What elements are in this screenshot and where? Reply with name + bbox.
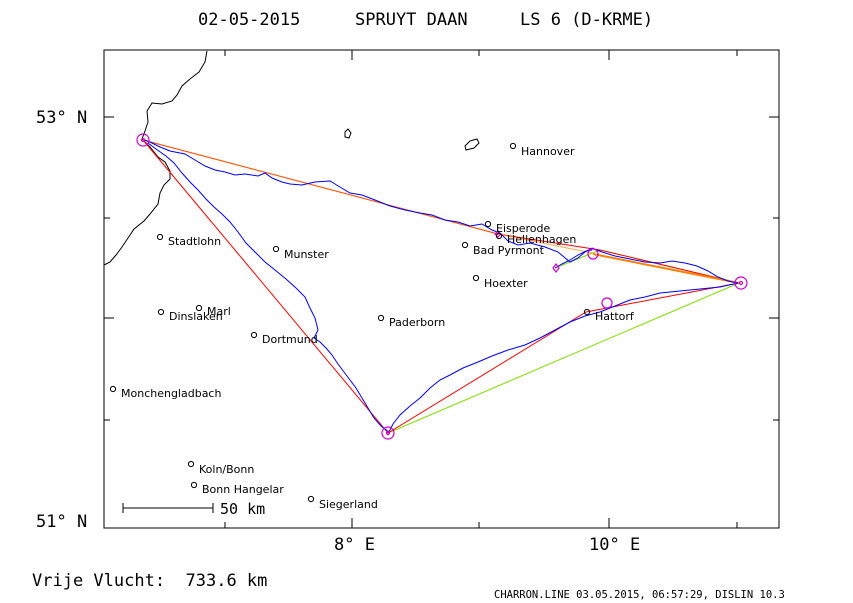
map-frame <box>103 49 780 529</box>
footer-credit: CHARRON.LINE 03.05.2015, 06:57:29, DISLI… <box>494 589 785 601</box>
gps-trace <box>144 139 739 433</box>
turnpoint-start <box>136 133 150 147</box>
final-leg-line <box>592 253 740 284</box>
task-line <box>142 139 740 434</box>
city-label: Monchengladbach <box>121 387 221 400</box>
border-line <box>103 50 208 266</box>
city-hannover: Hannover <box>509 142 575 158</box>
city-label: Hannover <box>521 145 575 158</box>
lon-label-10: 10° E <box>589 535 640 555</box>
city-label: Marl <box>207 305 231 318</box>
lon-label-8: 8° E <box>334 535 375 555</box>
alt-task-line <box>387 249 741 434</box>
city-label: Dortmund <box>262 333 318 346</box>
flight-distance: Vrije Vlucht: 733.6 km <box>32 571 267 591</box>
scale-bar: 50 km <box>122 500 265 518</box>
city-label: Dinslaken <box>169 310 223 323</box>
glider-name: LS 6 (D-KRME) <box>520 10 653 30</box>
city-hattorf: Hattorf <box>583 308 635 323</box>
city-eisperode: Eisperode <box>484 220 550 235</box>
gps-trace-end <box>554 249 593 269</box>
city-paderborn: Paderborn <box>377 314 445 329</box>
axis-ticks <box>104 50 779 528</box>
turnpoint-east-center <box>738 280 744 286</box>
task-diamond-1 <box>494 230 502 238</box>
city-siegerland: Siegerland <box>307 495 378 511</box>
turnpoint-north <box>587 248 599 260</box>
city-label: Munster <box>284 248 329 261</box>
lake-dummer <box>344 128 352 139</box>
city-label: Eisperode <box>496 222 550 235</box>
city-dortmund: Dortmund <box>250 331 318 346</box>
city-label: Hattorf <box>595 310 635 323</box>
turnpoint-hattorf <box>601 297 613 309</box>
city-label: Bad Pyrmont <box>473 244 545 257</box>
city-label: Hellenhagen <box>507 233 576 246</box>
turnpoint-south-center <box>385 430 391 436</box>
city-munster: Munster <box>272 245 329 261</box>
turnpoint-south <box>381 426 395 440</box>
scale-bar-label: 50 km <box>220 500 265 518</box>
city-label: Paderborn <box>389 316 445 329</box>
city-hellenhagen: Hellenhagen <box>495 232 576 246</box>
city-dinslaken: Dinslaken <box>157 308 223 323</box>
city-marl: Marl <box>195 304 231 318</box>
city-koln-bonn: Koln/Bonn <box>187 460 254 476</box>
lat-label-51: 51° N <box>36 512 87 532</box>
city-label: Siegerland <box>319 498 378 511</box>
task-diamond-2 <box>552 263 560 273</box>
city-hoexter: Hoexter <box>472 274 528 290</box>
lat-label-53: 53° N <box>36 108 87 128</box>
lake-steinhuder <box>464 138 480 151</box>
turnpoint-start-center <box>140 137 146 143</box>
city-monchengladbach: Monchengladbach <box>109 385 221 400</box>
turnpoint-east <box>734 276 748 290</box>
flight-date: 02-05-2015 <box>198 10 300 30</box>
city-label: Hoexter <box>484 277 528 290</box>
cities: Hannover Eisperode Hellenhagen Bad Pyrmo… <box>109 142 635 511</box>
pilot-name: SPRUYT DAAN <box>355 10 468 30</box>
city-label: Stadtlohn <box>168 235 221 248</box>
city-label: Koln/Bonn <box>199 463 254 476</box>
city-stadtlohn: Stadtlohn <box>156 233 221 248</box>
city-bad-pyrmont: Bad Pyrmont <box>461 241 545 257</box>
city-label: Bonn Hangelar <box>202 483 284 496</box>
city-bonn-hangelar: Bonn Hangelar <box>190 481 284 496</box>
turnpoints <box>136 133 748 440</box>
